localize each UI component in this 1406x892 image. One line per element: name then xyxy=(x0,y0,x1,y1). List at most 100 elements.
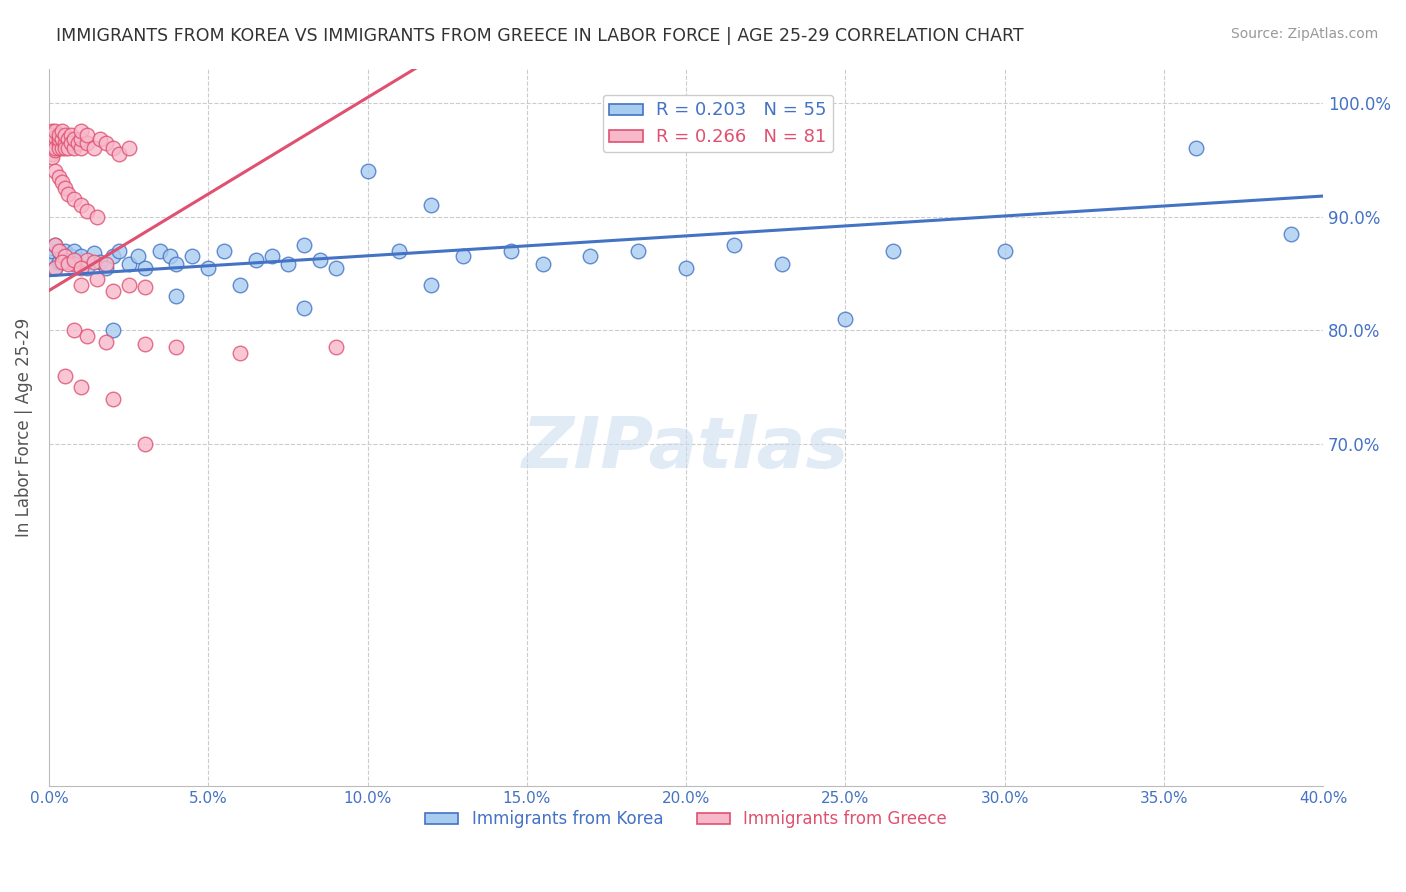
Point xyxy=(41,132,63,146)
Point xyxy=(212,244,235,258)
Point xyxy=(53,136,76,150)
Point xyxy=(53,368,76,383)
Point xyxy=(260,249,283,263)
Point xyxy=(388,244,411,258)
Point xyxy=(56,257,79,271)
Point xyxy=(420,277,443,292)
Point xyxy=(51,124,73,138)
Point xyxy=(108,147,131,161)
Point xyxy=(83,141,105,155)
Point xyxy=(165,289,187,303)
Point xyxy=(86,272,108,286)
Point xyxy=(69,141,91,155)
Point xyxy=(66,257,89,271)
Point xyxy=(134,437,156,451)
Point xyxy=(56,141,79,155)
Point xyxy=(76,329,98,343)
Point xyxy=(48,244,70,258)
Point xyxy=(834,312,856,326)
Point xyxy=(48,244,70,258)
Point xyxy=(499,244,522,258)
Point xyxy=(108,244,131,258)
Point xyxy=(56,132,79,146)
Point xyxy=(41,144,63,158)
Point xyxy=(48,136,70,150)
Point xyxy=(63,141,86,155)
Point xyxy=(60,136,83,150)
Point xyxy=(277,257,299,271)
Point xyxy=(44,238,66,252)
Point xyxy=(51,132,73,146)
Point xyxy=(76,260,98,275)
Point xyxy=(69,249,91,263)
Point xyxy=(325,260,347,275)
Point xyxy=(44,260,66,275)
Point xyxy=(96,334,118,349)
Point xyxy=(44,129,66,144)
Point xyxy=(69,124,91,138)
Point xyxy=(53,128,76,142)
Point xyxy=(229,277,252,292)
Point xyxy=(101,141,124,155)
Point xyxy=(117,277,139,292)
Point xyxy=(83,255,105,269)
Point xyxy=(41,141,63,155)
Point xyxy=(66,136,89,150)
Point xyxy=(56,255,79,269)
Point xyxy=(134,280,156,294)
Point xyxy=(89,132,111,146)
Point xyxy=(101,284,124,298)
Point xyxy=(60,128,83,142)
Legend: Immigrants from Korea, Immigrants from Greece: Immigrants from Korea, Immigrants from G… xyxy=(419,804,953,835)
Point xyxy=(48,255,70,269)
Point xyxy=(308,252,330,267)
Point xyxy=(48,141,70,155)
Point xyxy=(41,128,63,142)
Point xyxy=(770,257,793,271)
Point xyxy=(96,260,118,275)
Point xyxy=(165,341,187,355)
Point xyxy=(325,341,347,355)
Point xyxy=(41,124,63,138)
Point xyxy=(1279,227,1302,241)
Point xyxy=(41,141,63,155)
Point xyxy=(76,128,98,142)
Point xyxy=(63,244,86,258)
Point xyxy=(197,260,219,275)
Point xyxy=(48,128,70,142)
Point xyxy=(101,392,124,406)
Point xyxy=(127,249,149,263)
Point xyxy=(994,244,1017,258)
Point xyxy=(159,249,181,263)
Point xyxy=(51,141,73,155)
Point xyxy=(229,346,252,360)
Point xyxy=(41,255,63,269)
Point xyxy=(165,257,187,271)
Point xyxy=(627,244,650,258)
Point xyxy=(76,203,98,218)
Point xyxy=(181,249,204,263)
Point xyxy=(63,323,86,337)
Text: IMMIGRANTS FROM KOREA VS IMMIGRANTS FROM GREECE IN LABOR FORCE | AGE 25-29 CORRE: IMMIGRANTS FROM KOREA VS IMMIGRANTS FROM… xyxy=(56,27,1024,45)
Point xyxy=(53,249,76,263)
Text: ZIPatlas: ZIPatlas xyxy=(523,414,849,483)
Point xyxy=(76,136,98,150)
Point xyxy=(69,198,91,212)
Point xyxy=(63,257,86,271)
Point xyxy=(245,252,267,267)
Point xyxy=(69,132,91,146)
Point xyxy=(44,260,66,275)
Point xyxy=(420,198,443,212)
Point xyxy=(53,141,76,155)
Point xyxy=(723,238,745,252)
Point xyxy=(51,249,73,263)
Point xyxy=(882,244,904,258)
Point xyxy=(134,337,156,351)
Point xyxy=(96,257,118,271)
Point xyxy=(56,186,79,201)
Point xyxy=(44,164,66,178)
Point xyxy=(86,210,108,224)
Point xyxy=(60,249,83,263)
Point xyxy=(44,136,66,150)
Point xyxy=(44,141,66,155)
